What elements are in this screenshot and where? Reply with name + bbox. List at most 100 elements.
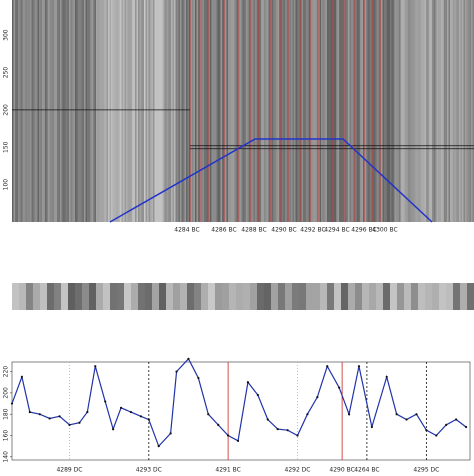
- scan-streak: [162, 0, 164, 222]
- scan-streak: [316, 0, 319, 222]
- scan-streak: [436, 0, 439, 222]
- strip-block: [250, 283, 257, 310]
- scan-streak: [49, 0, 52, 222]
- ring-label: 4294 BC: [324, 227, 349, 234]
- scan-streak: [54, 0, 56, 222]
- strip-block: [292, 283, 299, 310]
- scan-streak: [382, 0, 385, 222]
- scan-streak: [97, 0, 100, 222]
- scan-streak: [318, 0, 320, 222]
- scan-streak: [423, 0, 425, 222]
- scan-streak: [231, 0, 233, 222]
- scan-streak: [340, 0, 343, 222]
- strip-block: [327, 283, 334, 310]
- point: [119, 406, 123, 409]
- scan-streak: [291, 0, 293, 222]
- scan-streak: [444, 0, 446, 222]
- strip-block: [12, 283, 19, 310]
- scan-streak: [396, 0, 398, 222]
- scan-streak: [133, 0, 136, 222]
- scan-streak: [141, 0, 143, 222]
- point: [157, 445, 160, 448]
- strip-block: [418, 283, 425, 310]
- scan-streak: [79, 0, 82, 222]
- point: [187, 357, 190, 360]
- scan-streak: [166, 0, 169, 222]
- point: [405, 418, 408, 421]
- scan-streak: [126, 0, 128, 222]
- scan-streak: [268, 0, 271, 222]
- strip-block: [439, 283, 446, 310]
- scan-streak: [265, 0, 268, 222]
- strip-block: [26, 283, 33, 310]
- marker-label: 4264 BC: [354, 467, 379, 474]
- strip-block: [355, 283, 362, 310]
- point: [10, 402, 14, 405]
- scan-streak: [210, 0, 212, 222]
- scan-streak: [154, 0, 157, 222]
- scan-streak: [286, 0, 289, 222]
- scan-streak: [469, 0, 472, 222]
- point: [58, 415, 61, 418]
- scan-streak: [370, 0, 373, 222]
- scan-streak: [264, 0, 266, 222]
- strip-block: [68, 283, 75, 310]
- scan-streak: [381, 0, 383, 222]
- scan-streak: [342, 0, 344, 222]
- scan-streak: [441, 0, 443, 222]
- strip-block: [208, 283, 215, 310]
- strip-block: [47, 283, 54, 310]
- scan-streak: [147, 0, 149, 222]
- scan-streak: [39, 0, 41, 222]
- scan-streak: [426, 0, 428, 222]
- scan-streak: [351, 0, 353, 222]
- scan-streak: [163, 0, 166, 222]
- scan-streak: [235, 0, 238, 222]
- strip-block: [40, 283, 47, 310]
- y-tick-label: 200: [3, 387, 10, 399]
- scan-streak: [462, 0, 464, 222]
- y-tick-label: 100: [3, 179, 10, 191]
- scan-streak: [333, 0, 335, 222]
- scan-streak: [66, 0, 68, 222]
- scan-streak: [102, 0, 104, 222]
- strip-block: [243, 283, 250, 310]
- scan-streak: [129, 0, 131, 222]
- scan-streak: [168, 0, 170, 222]
- scan-streak: [205, 0, 208, 222]
- strip-block: [341, 283, 348, 310]
- scan-streak: [465, 0, 467, 222]
- strip-block: [54, 283, 61, 310]
- scan-streak: [132, 0, 134, 222]
- point: [48, 417, 51, 420]
- strip-block: [33, 283, 40, 310]
- scan-streak: [244, 0, 247, 222]
- scan-streak: [178, 0, 181, 222]
- scan-streak: [328, 0, 331, 222]
- strip-block: [96, 283, 103, 310]
- scan-streak: [60, 0, 62, 222]
- scan-streak: [145, 0, 148, 222]
- scan-streak: [58, 0, 61, 222]
- scan-streak: [346, 0, 349, 222]
- scan-streak: [376, 0, 379, 222]
- scan-streak: [450, 0, 452, 222]
- strip-block: [264, 283, 271, 310]
- scan-streak: [27, 0, 29, 222]
- scan-streak: [118, 0, 121, 222]
- scan-streak: [339, 0, 341, 222]
- scan-streak: [271, 0, 274, 222]
- scan-streak: [421, 0, 424, 222]
- scan-streak: [216, 0, 218, 222]
- scan-streak: [187, 0, 190, 222]
- scan-streak: [37, 0, 40, 222]
- point: [217, 423, 220, 426]
- scan-streak: [67, 0, 70, 222]
- scan-streak: [400, 0, 403, 222]
- scan-streak: [123, 0, 125, 222]
- scan-streak: [355, 0, 358, 222]
- scan-streak: [384, 0, 386, 222]
- scan-streak: [273, 0, 275, 222]
- scan-streak: [454, 0, 457, 222]
- scan-streak: [33, 0, 35, 222]
